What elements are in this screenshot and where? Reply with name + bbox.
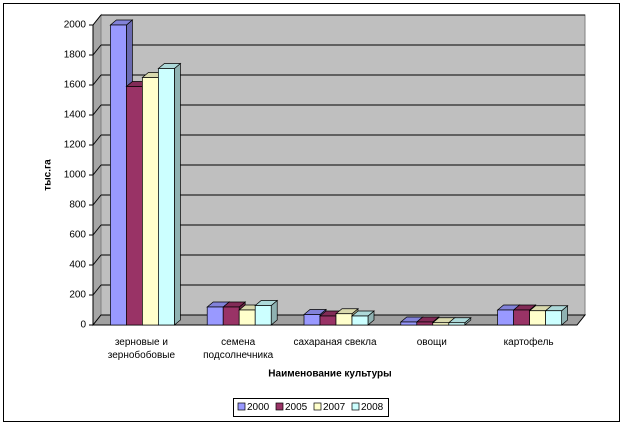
bar bbox=[206, 306, 224, 326]
legend-swatch bbox=[351, 402, 360, 411]
y-axis-title: тыс.га bbox=[43, 159, 54, 191]
x-tick-label: зерновые и зернобобовые bbox=[107, 337, 176, 361]
x-tick-label: овощи bbox=[416, 337, 447, 348]
y-tick-label: 2000 bbox=[64, 20, 87, 31]
grid-line bbox=[92, 224, 102, 236]
bar bbox=[110, 24, 127, 326]
grid-line bbox=[92, 104, 102, 116]
y-tick-label: 200 bbox=[69, 290, 86, 301]
bar bbox=[126, 86, 143, 326]
bar bbox=[545, 310, 562, 326]
bar bbox=[158, 68, 175, 326]
y-tick-label: 1600 bbox=[64, 80, 87, 91]
bar bbox=[497, 309, 514, 326]
legend-label: 2007 bbox=[323, 402, 346, 413]
legend-label: 2008 bbox=[361, 402, 384, 413]
bar bbox=[513, 309, 530, 326]
y-tick-label: 800 bbox=[69, 200, 86, 211]
grid-line bbox=[92, 194, 102, 206]
x-tick-label: семена подсолнечника bbox=[203, 337, 274, 361]
y-tick-label: 1400 bbox=[64, 110, 87, 121]
legend-swatch bbox=[237, 402, 246, 411]
bar bbox=[351, 315, 369, 326]
grid-line bbox=[92, 74, 102, 86]
legend-swatch bbox=[275, 402, 284, 411]
y-tick-label: 1200 bbox=[64, 140, 87, 151]
legend-box bbox=[233, 398, 389, 417]
x-axis-title: Наименование культуры bbox=[268, 369, 391, 380]
legend-swatch bbox=[313, 402, 322, 411]
grid-line bbox=[92, 44, 102, 56]
x-tick-label: сахараная свекла bbox=[293, 337, 377, 348]
bar bbox=[416, 321, 434, 326]
bar bbox=[222, 306, 240, 326]
x-tick-label: картофель bbox=[503, 337, 554, 348]
y-tick-label: 0 bbox=[80, 320, 86, 331]
bar bbox=[254, 305, 272, 326]
bar bbox=[529, 310, 546, 326]
grid-line bbox=[92, 14, 102, 26]
bar-side bbox=[174, 62, 181, 326]
y-tick-label: 1800 bbox=[64, 50, 87, 61]
bar bbox=[400, 321, 418, 326]
bar bbox=[335, 313, 353, 326]
legend-label: 2000 bbox=[247, 402, 270, 413]
grid-line bbox=[92, 134, 102, 146]
bar bbox=[432, 322, 450, 326]
bar bbox=[303, 314, 321, 326]
bar bbox=[448, 322, 466, 326]
bar bbox=[319, 315, 337, 326]
bar bbox=[238, 309, 256, 326]
y-tick-label: 600 bbox=[69, 230, 86, 241]
bar bbox=[142, 77, 159, 326]
y-tick-label: 1000 bbox=[64, 170, 87, 181]
grid-line bbox=[92, 164, 102, 176]
grid-line bbox=[92, 284, 102, 296]
grid-line bbox=[92, 254, 102, 266]
y-tick-label: 400 bbox=[69, 260, 86, 271]
legend-label: 2005 bbox=[285, 402, 308, 413]
